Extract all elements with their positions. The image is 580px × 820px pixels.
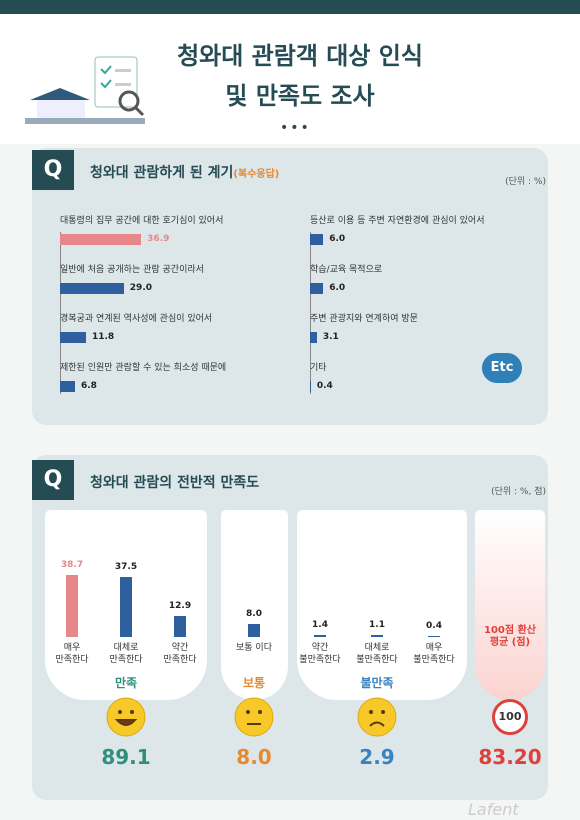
category-label: 대체로 불만족한다 [356, 643, 398, 665]
bar [310, 283, 324, 294]
top-bar [0, 0, 580, 14]
value-label: 12.9 [168, 601, 192, 612]
value-label: 6.0 [329, 234, 346, 244]
category-label: 대통령의 집무 공간에 대한 호기심이 있어서 [60, 216, 224, 226]
section-title: 청와대 관람의 전반적 만족도 [90, 475, 260, 491]
bar [310, 234, 324, 245]
etc-icon: Etc [482, 353, 522, 383]
bar [314, 634, 326, 637]
q-box: Q [32, 460, 74, 500]
category-label: 약간 불만족한다 [299, 643, 341, 665]
bar [60, 332, 86, 343]
panel [221, 510, 288, 700]
bar [174, 616, 186, 637]
watermark: Lafent [468, 800, 519, 819]
category-label: 학습/교육 목적으로 [310, 265, 383, 275]
bar [66, 575, 78, 637]
axis-line [60, 232, 61, 394]
group-label: 만족 [114, 676, 138, 690]
value-label: 37.5 [114, 562, 138, 572]
category-label: 매우 만족한다 [55, 643, 89, 665]
category-label: 대체로 만족한다 [109, 643, 143, 665]
value-label: 1.1 [369, 620, 385, 631]
unit-label: (단위 : %, 점) [491, 487, 546, 497]
panel [297, 510, 467, 700]
group-total: 89.1 [101, 745, 151, 769]
value-label: 6.0 [329, 283, 346, 293]
value-label: 38.7 [60, 560, 84, 571]
section-subtitle: (복수응답) [233, 169, 280, 180]
q-box: Q [32, 150, 74, 190]
bar [428, 636, 440, 637]
bar [371, 635, 383, 637]
title-line: 및 만족도 조사 [225, 82, 375, 110]
face-icon [234, 697, 274, 737]
category-label: 등산로 이용 등 주변 자연환경에 관심이 있어서 [310, 216, 485, 226]
bar [310, 381, 311, 392]
average-label: 100점 환산 평균 (점) [484, 625, 536, 648]
value-label: 8.0 [246, 609, 262, 620]
category-label: 제한된 인원만 관람할 수 있는 희소성 때문에 [60, 363, 227, 373]
header-title: 청와대 관람객 대상 인식 및 만족도 조사 [150, 36, 450, 116]
category-label: 약간 만족한다 [163, 643, 197, 665]
category-label: 주변 관광지와 연계하여 방문 [310, 314, 418, 324]
value-label: 0.4 [426, 621, 442, 632]
face-icon [357, 697, 397, 737]
bar [60, 283, 124, 294]
category-label: 경복궁과 연계된 역사성에 관심이 있어서 [60, 314, 213, 324]
category-label: 기타 [310, 363, 327, 373]
value-label: 6.8 [80, 381, 97, 391]
average-value: 83.20 [478, 745, 542, 769]
face-icon [106, 697, 146, 737]
bar [60, 234, 142, 245]
section-title: 청와대 관람하게 된 계기(복수응답) [90, 165, 280, 181]
value-label: 1.4 [312, 619, 328, 630]
dots: ••• [280, 120, 311, 136]
group-total: 2.9 [359, 745, 395, 769]
axis-line [310, 232, 311, 394]
category-label: 보통 이다 [236, 643, 272, 653]
category-label: 매우 불만족한다 [413, 643, 455, 665]
bar [60, 381, 75, 392]
group-label: 보통 [242, 676, 266, 690]
bar [120, 577, 132, 637]
panel [475, 510, 545, 700]
value-label: 36.9 [147, 234, 170, 244]
title-line: 청와대 관람객 대상 인식 [177, 42, 423, 70]
bar [248, 624, 260, 637]
group-total: 8.0 [236, 745, 272, 769]
average-badge: 100 [492, 699, 528, 735]
header-illustration [25, 56, 145, 124]
value-label: 29.0 [129, 283, 153, 293]
bar [310, 332, 317, 343]
category-label: 일반에 처음 공개하는 관람 공간이라서 [60, 265, 204, 275]
value-label: 11.8 [91, 332, 115, 342]
unit-label: (단위 : %) [505, 177, 546, 187]
value-label: 3.1 [322, 332, 339, 342]
group-label: 불만족 [360, 676, 394, 690]
value-label: 0.4 [316, 381, 333, 391]
